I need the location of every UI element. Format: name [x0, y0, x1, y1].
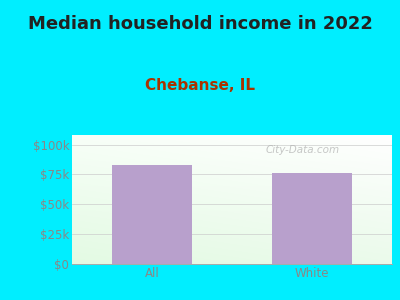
Text: City-Data.com: City-Data.com: [265, 146, 340, 155]
Text: Chebanse, IL: Chebanse, IL: [145, 78, 255, 93]
Bar: [272, 173, 352, 264]
Text: Median household income in 2022: Median household income in 2022: [28, 15, 372, 33]
Bar: [112, 165, 192, 264]
